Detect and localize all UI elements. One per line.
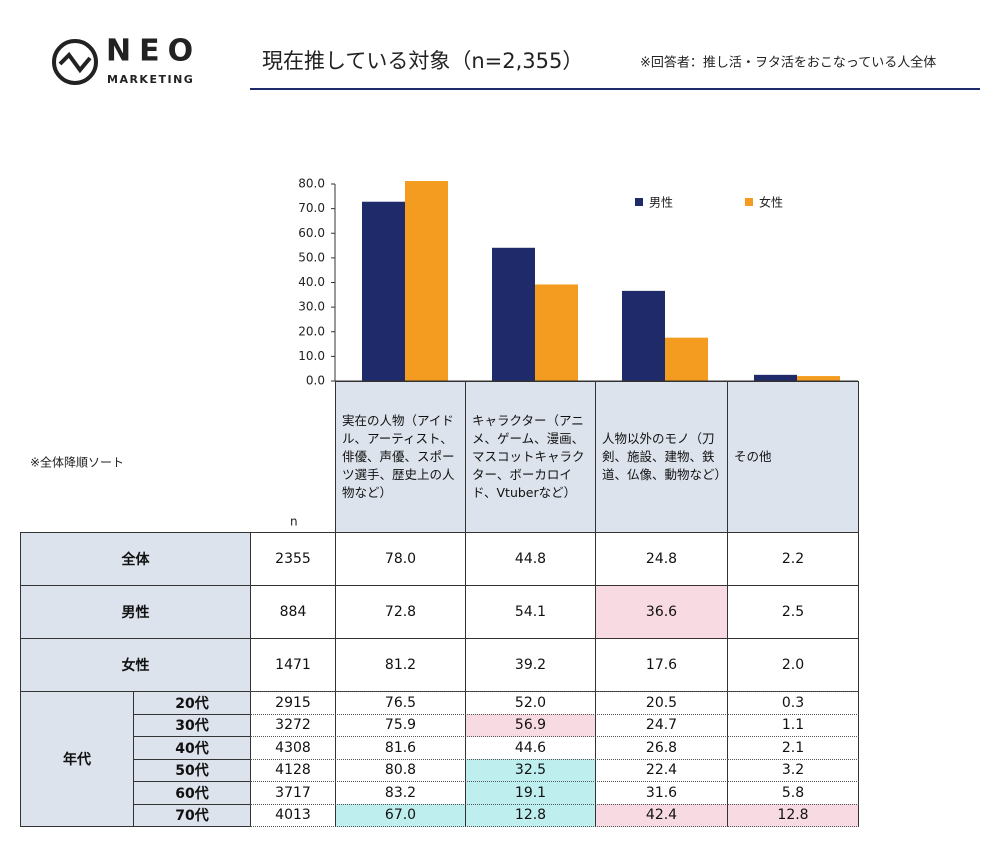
n-cell: 3717 xyxy=(250,781,336,805)
value-cell: 5.8 xyxy=(727,781,859,805)
note: ※回答者：推し活・ヲタ活をおこなっている人全体 xyxy=(640,55,936,71)
title: 現在推している対象（n=2,355） xyxy=(262,49,583,73)
value-cell: 42.4 xyxy=(595,803,728,827)
bar xyxy=(492,247,535,381)
value-cell: 31.6 xyxy=(595,781,728,805)
column-header: 実在の人物（アイドル、アーティスト、俳優、声優、スポーツ選手、歴史上の人物など） xyxy=(335,381,466,533)
value-cell: 56.9 xyxy=(465,713,596,737)
value-cell: 12.8 xyxy=(465,803,596,827)
bar xyxy=(665,337,708,381)
row-label: 全体 xyxy=(20,532,251,586)
y-tick-label: 70.0 xyxy=(298,201,325,215)
y-tick-label: 80.0 xyxy=(298,177,325,191)
row-label: 70代 xyxy=(133,803,251,827)
column-header: その他 xyxy=(727,381,859,533)
logo: NEO xyxy=(106,34,201,69)
y-tick-label: 40.0 xyxy=(298,275,325,289)
group-label: 年代 xyxy=(20,691,134,827)
row-label: 女性 xyxy=(20,638,251,692)
value-cell: 83.2 xyxy=(335,781,466,805)
value-cell: 1.1 xyxy=(727,713,859,737)
logo-icon xyxy=(52,39,98,85)
legend-swatch xyxy=(745,198,753,206)
value-cell: 44.8 xyxy=(465,532,596,586)
logo-sub: MARKETING xyxy=(107,73,194,86)
value-cell: 12.8 xyxy=(727,803,859,827)
value-cell: 2.1 xyxy=(727,736,859,760)
value-cell: 32.5 xyxy=(465,758,596,782)
value-cell: 2.2 xyxy=(727,532,859,586)
bar xyxy=(754,374,797,381)
bar xyxy=(405,181,448,381)
y-tick-label: 10.0 xyxy=(298,349,325,363)
n-cell: 2915 xyxy=(250,691,336,715)
n-cell: 4308 xyxy=(250,736,336,760)
row-label: 50代 xyxy=(133,758,251,782)
bar xyxy=(535,284,578,381)
value-cell: 26.8 xyxy=(595,736,728,760)
value-cell: 17.6 xyxy=(595,638,728,692)
value-cell: 81.2 xyxy=(335,638,466,692)
value-cell: 19.1 xyxy=(465,781,596,805)
value-cell: 52.0 xyxy=(465,691,596,715)
n-cell: 4013 xyxy=(250,803,336,827)
column-header: キャラクター（アニメ、ゲーム、漫画、マスコットキャラクター、ボーカロイド、Vtu… xyxy=(465,381,596,533)
n-cell: 884 xyxy=(250,585,336,639)
bar xyxy=(362,201,405,381)
value-cell: 36.6 xyxy=(595,585,728,639)
sort-note: ※全体降順ソート xyxy=(30,455,124,470)
value-cell: 22.4 xyxy=(595,758,728,782)
row-label: 40代 xyxy=(133,736,251,760)
value-cell: 3.2 xyxy=(727,758,859,782)
y-tick-label: 20.0 xyxy=(298,324,325,338)
value-cell: 76.5 xyxy=(335,691,466,715)
value-cell: 67.0 xyxy=(335,803,466,827)
y-tick-label: 30.0 xyxy=(298,300,325,314)
y-tick-label: 0.0 xyxy=(306,374,325,388)
value-cell: 44.6 xyxy=(465,736,596,760)
legend-label: 女性 xyxy=(759,195,783,210)
value-cell: 20.5 xyxy=(595,691,728,715)
n-cell: 4128 xyxy=(250,758,336,782)
value-cell: 2.5 xyxy=(727,585,859,639)
value-cell: 75.9 xyxy=(335,713,466,737)
n-cell: 1471 xyxy=(250,638,336,692)
bar xyxy=(797,376,840,381)
row-label: 20代 xyxy=(133,691,251,715)
legend-swatch xyxy=(635,198,643,206)
row-label: 男性 xyxy=(20,585,251,639)
n-header: n xyxy=(290,515,298,529)
y-tick-label: 50.0 xyxy=(298,250,325,264)
legend-label: 男性 xyxy=(649,196,673,210)
row-label: 60代 xyxy=(133,781,251,805)
value-cell: 72.8 xyxy=(335,585,466,639)
value-cell: 0.3 xyxy=(727,691,859,715)
value-cell: 24.7 xyxy=(595,713,728,737)
n-cell: 2355 xyxy=(250,532,336,586)
logo-icon xyxy=(58,51,92,74)
value-cell: 54.1 xyxy=(465,585,596,639)
value-cell: 2.0 xyxy=(727,638,859,692)
column-header: 人物以外のモノ（刀剣、施設、建物、鉄道、仏像、動物など） xyxy=(595,381,728,533)
n-cell: 3272 xyxy=(250,713,336,737)
bar xyxy=(622,290,665,381)
value-cell: 24.8 xyxy=(595,532,728,586)
row-label: 30代 xyxy=(133,713,251,737)
value-cell: 81.6 xyxy=(335,736,466,760)
value-cell: 39.2 xyxy=(465,638,596,692)
value-cell: 78.0 xyxy=(335,532,466,586)
y-tick-label: 60.0 xyxy=(298,226,325,240)
value-cell: 80.8 xyxy=(335,758,466,782)
